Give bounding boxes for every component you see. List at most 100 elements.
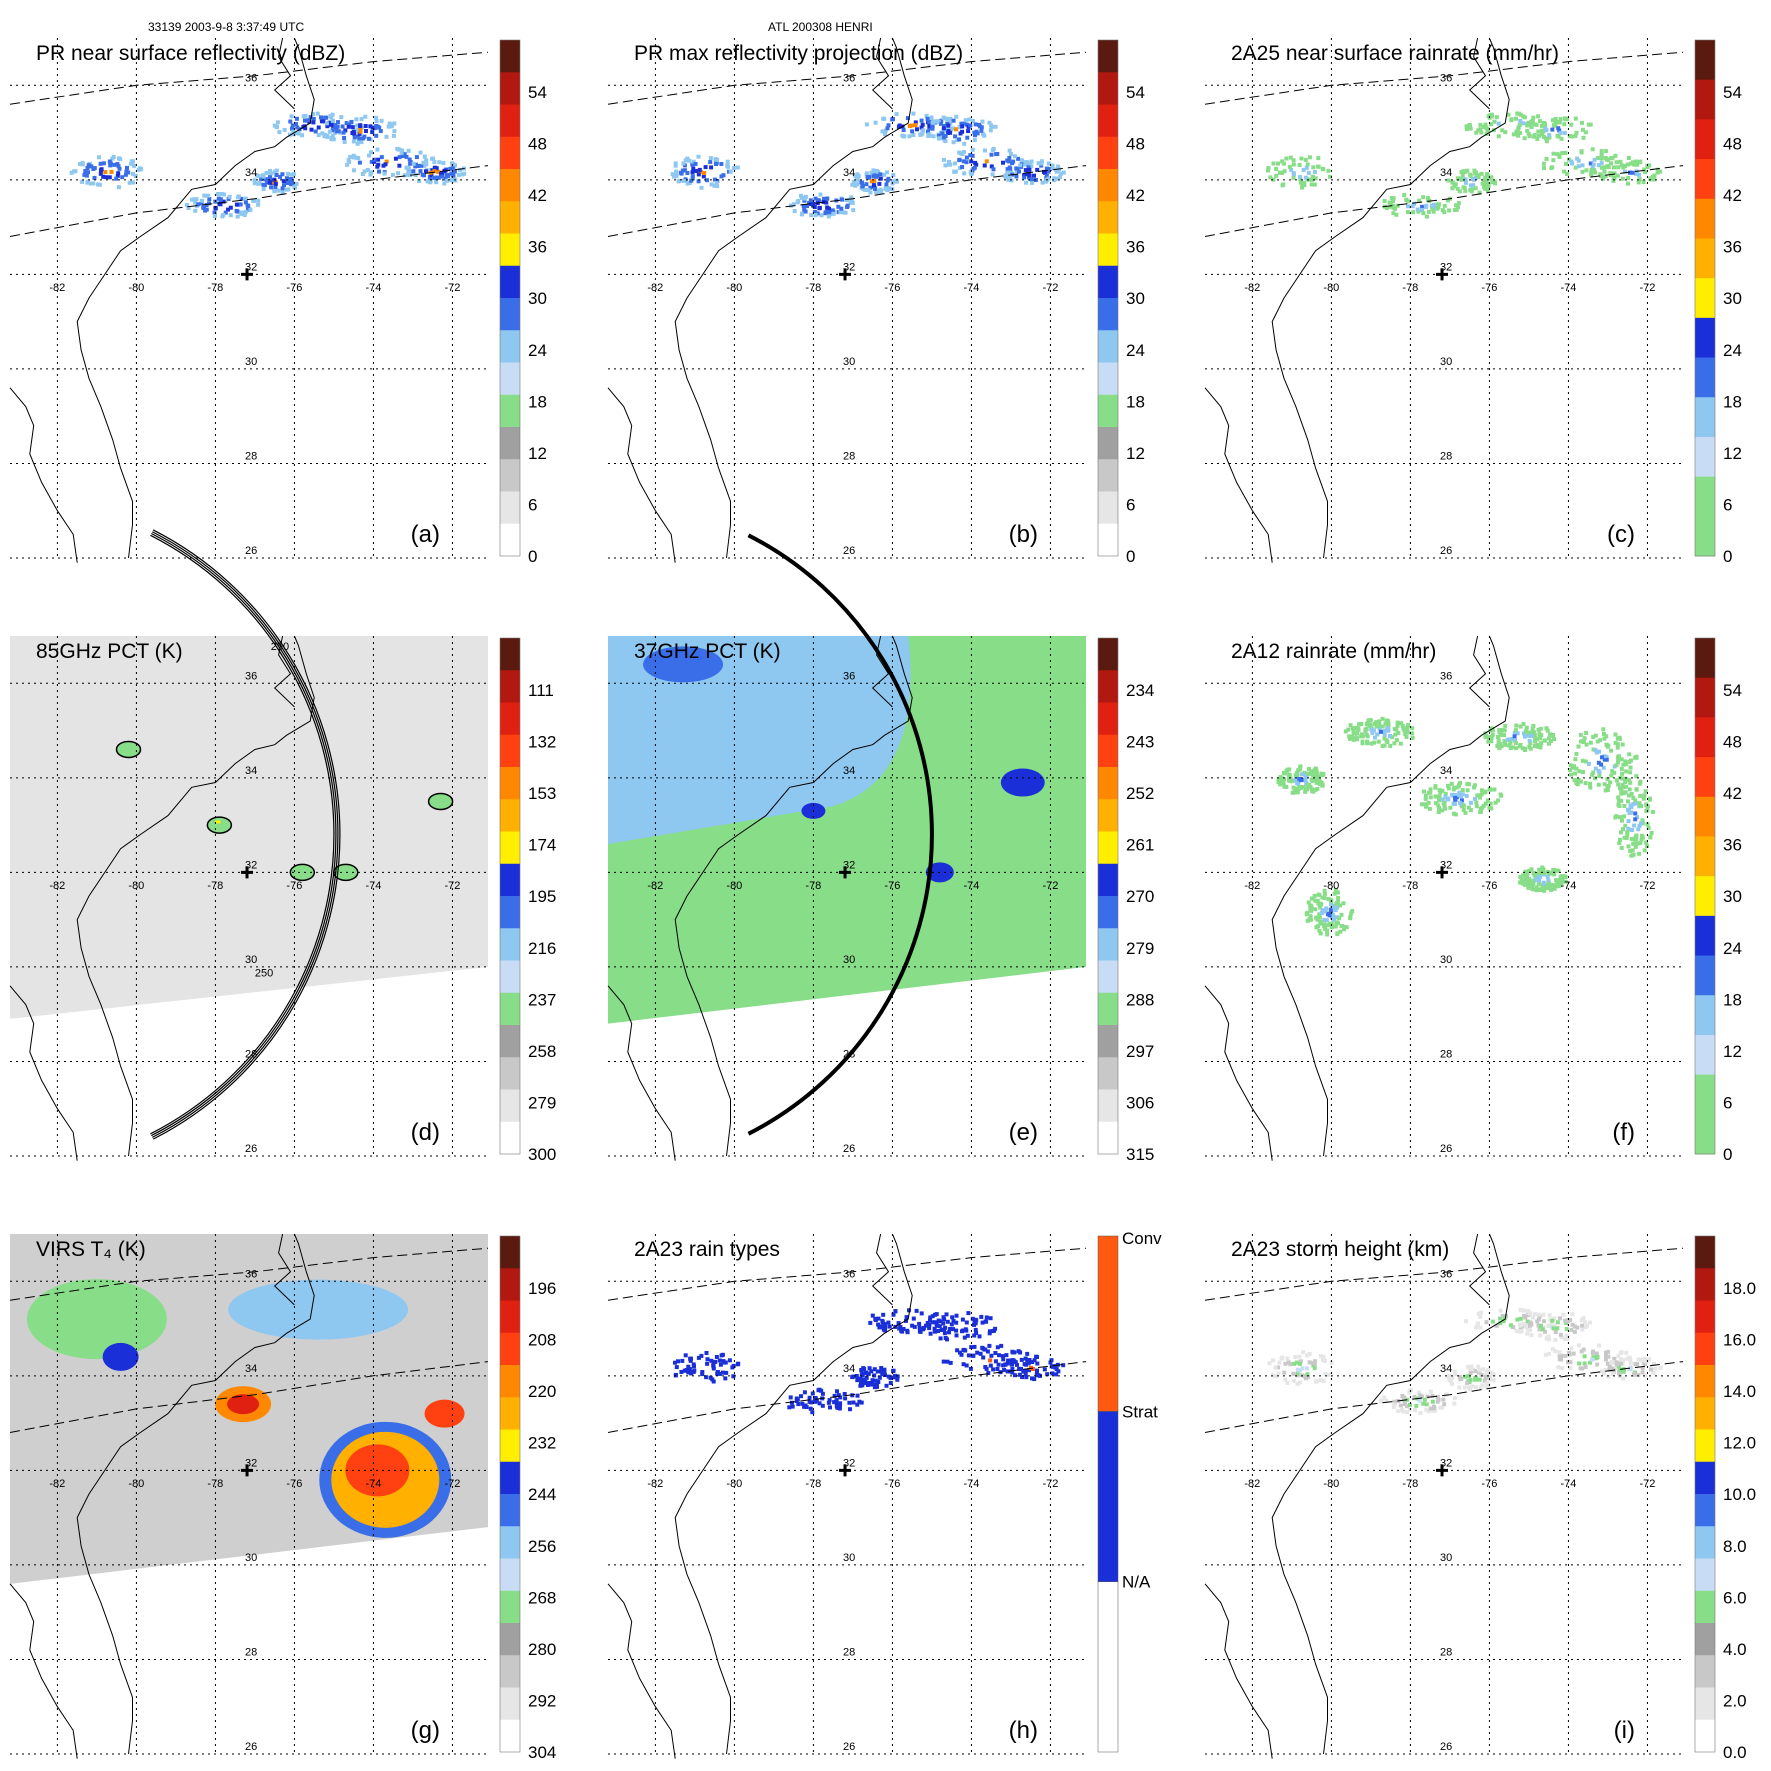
rain-cell bbox=[905, 1330, 910, 1335]
rain-cell bbox=[1458, 1374, 1462, 1379]
rain-cell bbox=[1518, 724, 1523, 729]
rain-cell bbox=[1054, 176, 1059, 181]
colorbar-tick-label: 4.0 bbox=[1723, 1640, 1747, 1659]
rain-cell bbox=[1579, 1318, 1584, 1323]
rain-cell bbox=[1619, 845, 1624, 850]
coastline bbox=[1204, 37, 1510, 563]
lat-tick-label: 36 bbox=[245, 72, 257, 84]
rain-cell bbox=[316, 125, 321, 130]
rain-cell bbox=[1324, 918, 1329, 923]
rain-cell bbox=[1444, 1392, 1449, 1397]
rain-cell bbox=[78, 162, 82, 166]
rain-cell bbox=[1591, 1355, 1596, 1360]
colorbar-tick-label: 6 bbox=[1723, 1093, 1732, 1112]
lon-tick-label: -74 bbox=[365, 282, 381, 294]
rain-cell bbox=[809, 202, 814, 206]
rain-cell bbox=[1282, 777, 1286, 782]
rain-cell bbox=[1541, 161, 1546, 166]
rain-cell bbox=[1046, 169, 1051, 174]
rain-cell bbox=[838, 1395, 843, 1400]
rain-cell bbox=[1625, 162, 1630, 167]
rain-cell bbox=[1384, 1399, 1389, 1403]
colorbar-swatch bbox=[1695, 1114, 1715, 1155]
rain-cell bbox=[932, 1326, 937, 1331]
rain-cell bbox=[1295, 1367, 1300, 1372]
colorbar-swatch bbox=[500, 523, 520, 557]
rain-cell bbox=[959, 1352, 964, 1357]
colorbar-swatch bbox=[1695, 1300, 1715, 1334]
colorbar-swatch bbox=[500, 1719, 520, 1753]
rain-cell bbox=[1614, 778, 1619, 783]
rain-cell bbox=[1040, 180, 1045, 185]
rain-cell bbox=[1500, 1313, 1505, 1318]
swath-edge-north bbox=[9, 1247, 489, 1301]
rain-cell bbox=[987, 1331, 992, 1336]
rain-cell bbox=[805, 204, 809, 209]
rain-cell bbox=[1020, 1375, 1025, 1380]
lat-tick-label: 34 bbox=[843, 765, 855, 777]
rain-cell bbox=[1580, 163, 1585, 168]
rain-cell bbox=[888, 1381, 893, 1385]
rain-cell bbox=[692, 1364, 696, 1369]
colorbar-tick-label: 24 bbox=[1126, 341, 1145, 360]
rain-cell bbox=[1515, 1317, 1520, 1322]
rain-cell bbox=[1377, 720, 1382, 725]
rain-cell bbox=[117, 166, 122, 171]
rain-cell bbox=[436, 175, 441, 180]
colorbar-swatch bbox=[1098, 734, 1118, 768]
rain-cell bbox=[1637, 781, 1642, 786]
rain-cell bbox=[117, 185, 121, 190]
rain-cell bbox=[963, 1348, 968, 1353]
rain-cell bbox=[1032, 1358, 1037, 1363]
rain-cell bbox=[1570, 134, 1575, 139]
rain-cell bbox=[983, 148, 987, 153]
rain-cell bbox=[851, 1400, 856, 1405]
rain-cell bbox=[369, 159, 374, 164]
rain-cell bbox=[294, 122, 298, 127]
rain-cell bbox=[850, 200, 855, 205]
colorbar-tick-label: 36 bbox=[1723, 238, 1742, 257]
rain-cell bbox=[80, 179, 85, 184]
rain-cell bbox=[1641, 180, 1646, 185]
rain-cell bbox=[1547, 1351, 1551, 1356]
rain-cell bbox=[1557, 1357, 1562, 1362]
rain-cell bbox=[1434, 801, 1438, 806]
rain-cell bbox=[372, 157, 377, 162]
rain-cell bbox=[728, 169, 733, 174]
rain-cell bbox=[730, 1365, 735, 1370]
rain-cell bbox=[864, 1370, 869, 1375]
rain-cell bbox=[1426, 1409, 1431, 1414]
rain-cell bbox=[871, 183, 876, 188]
rain-cell bbox=[1400, 1394, 1405, 1398]
rain-cell bbox=[1623, 790, 1628, 795]
colorbar-swatch bbox=[1695, 317, 1715, 359]
rain-cell bbox=[422, 154, 427, 159]
rain-cell bbox=[1323, 892, 1327, 896]
rain-cell bbox=[723, 1376, 728, 1381]
rain-cell bbox=[1030, 1376, 1034, 1381]
rain-cell bbox=[1497, 728, 1502, 732]
rain-cell bbox=[910, 123, 915, 128]
colorbar-tick-label: 234 bbox=[1126, 681, 1154, 700]
rain-cell bbox=[1450, 1381, 1455, 1386]
rain-cell bbox=[1542, 1319, 1546, 1324]
rain-cell bbox=[824, 200, 829, 205]
colorbar-swatch bbox=[1695, 278, 1715, 319]
rain-cell bbox=[1515, 731, 1520, 736]
rain-cell bbox=[1464, 124, 1469, 129]
rain-cell bbox=[941, 1359, 946, 1364]
rain-cell bbox=[1633, 835, 1638, 840]
rain-cell bbox=[1418, 1411, 1423, 1415]
rain-cell bbox=[1517, 111, 1522, 116]
rain-cell bbox=[1478, 1368, 1482, 1373]
rain-cell bbox=[1582, 1320, 1587, 1325]
rain-cell bbox=[434, 175, 439, 180]
rain-cell bbox=[1514, 746, 1519, 751]
rain-cell bbox=[1369, 725, 1374, 730]
rain-cell bbox=[1544, 726, 1549, 731]
rain-cell bbox=[1581, 1316, 1586, 1321]
rain-cell bbox=[1309, 182, 1314, 187]
